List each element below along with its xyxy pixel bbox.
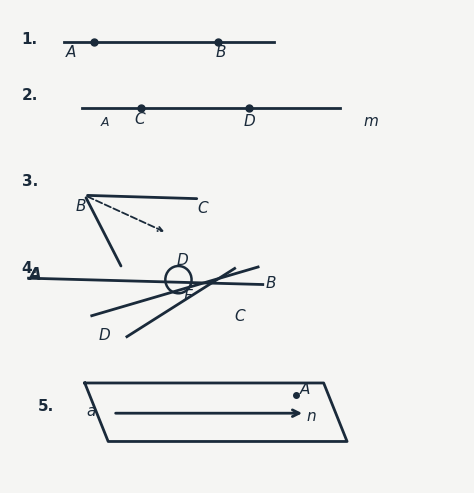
Text: C: C — [197, 201, 208, 216]
Text: 4.: 4. — [21, 261, 38, 276]
Text: D: D — [176, 253, 188, 268]
Text: B: B — [216, 45, 227, 60]
Text: n: n — [306, 409, 316, 423]
Text: 2.: 2. — [21, 88, 38, 103]
Text: A: A — [28, 266, 41, 283]
Text: B: B — [75, 199, 86, 214]
Text: F: F — [183, 289, 192, 304]
Text: B: B — [265, 276, 275, 291]
Text: A: A — [101, 116, 109, 129]
Text: A: A — [66, 45, 76, 60]
Text: 5.: 5. — [38, 399, 54, 414]
Text: m: m — [364, 113, 378, 129]
Text: 3.: 3. — [21, 174, 38, 188]
Text: a: a — [86, 404, 96, 419]
Text: D: D — [244, 113, 256, 129]
Text: A: A — [300, 382, 310, 397]
Text: D: D — [99, 328, 110, 343]
Text: C: C — [235, 309, 245, 323]
Text: C: C — [134, 111, 145, 127]
Text: 1.: 1. — [21, 32, 37, 47]
